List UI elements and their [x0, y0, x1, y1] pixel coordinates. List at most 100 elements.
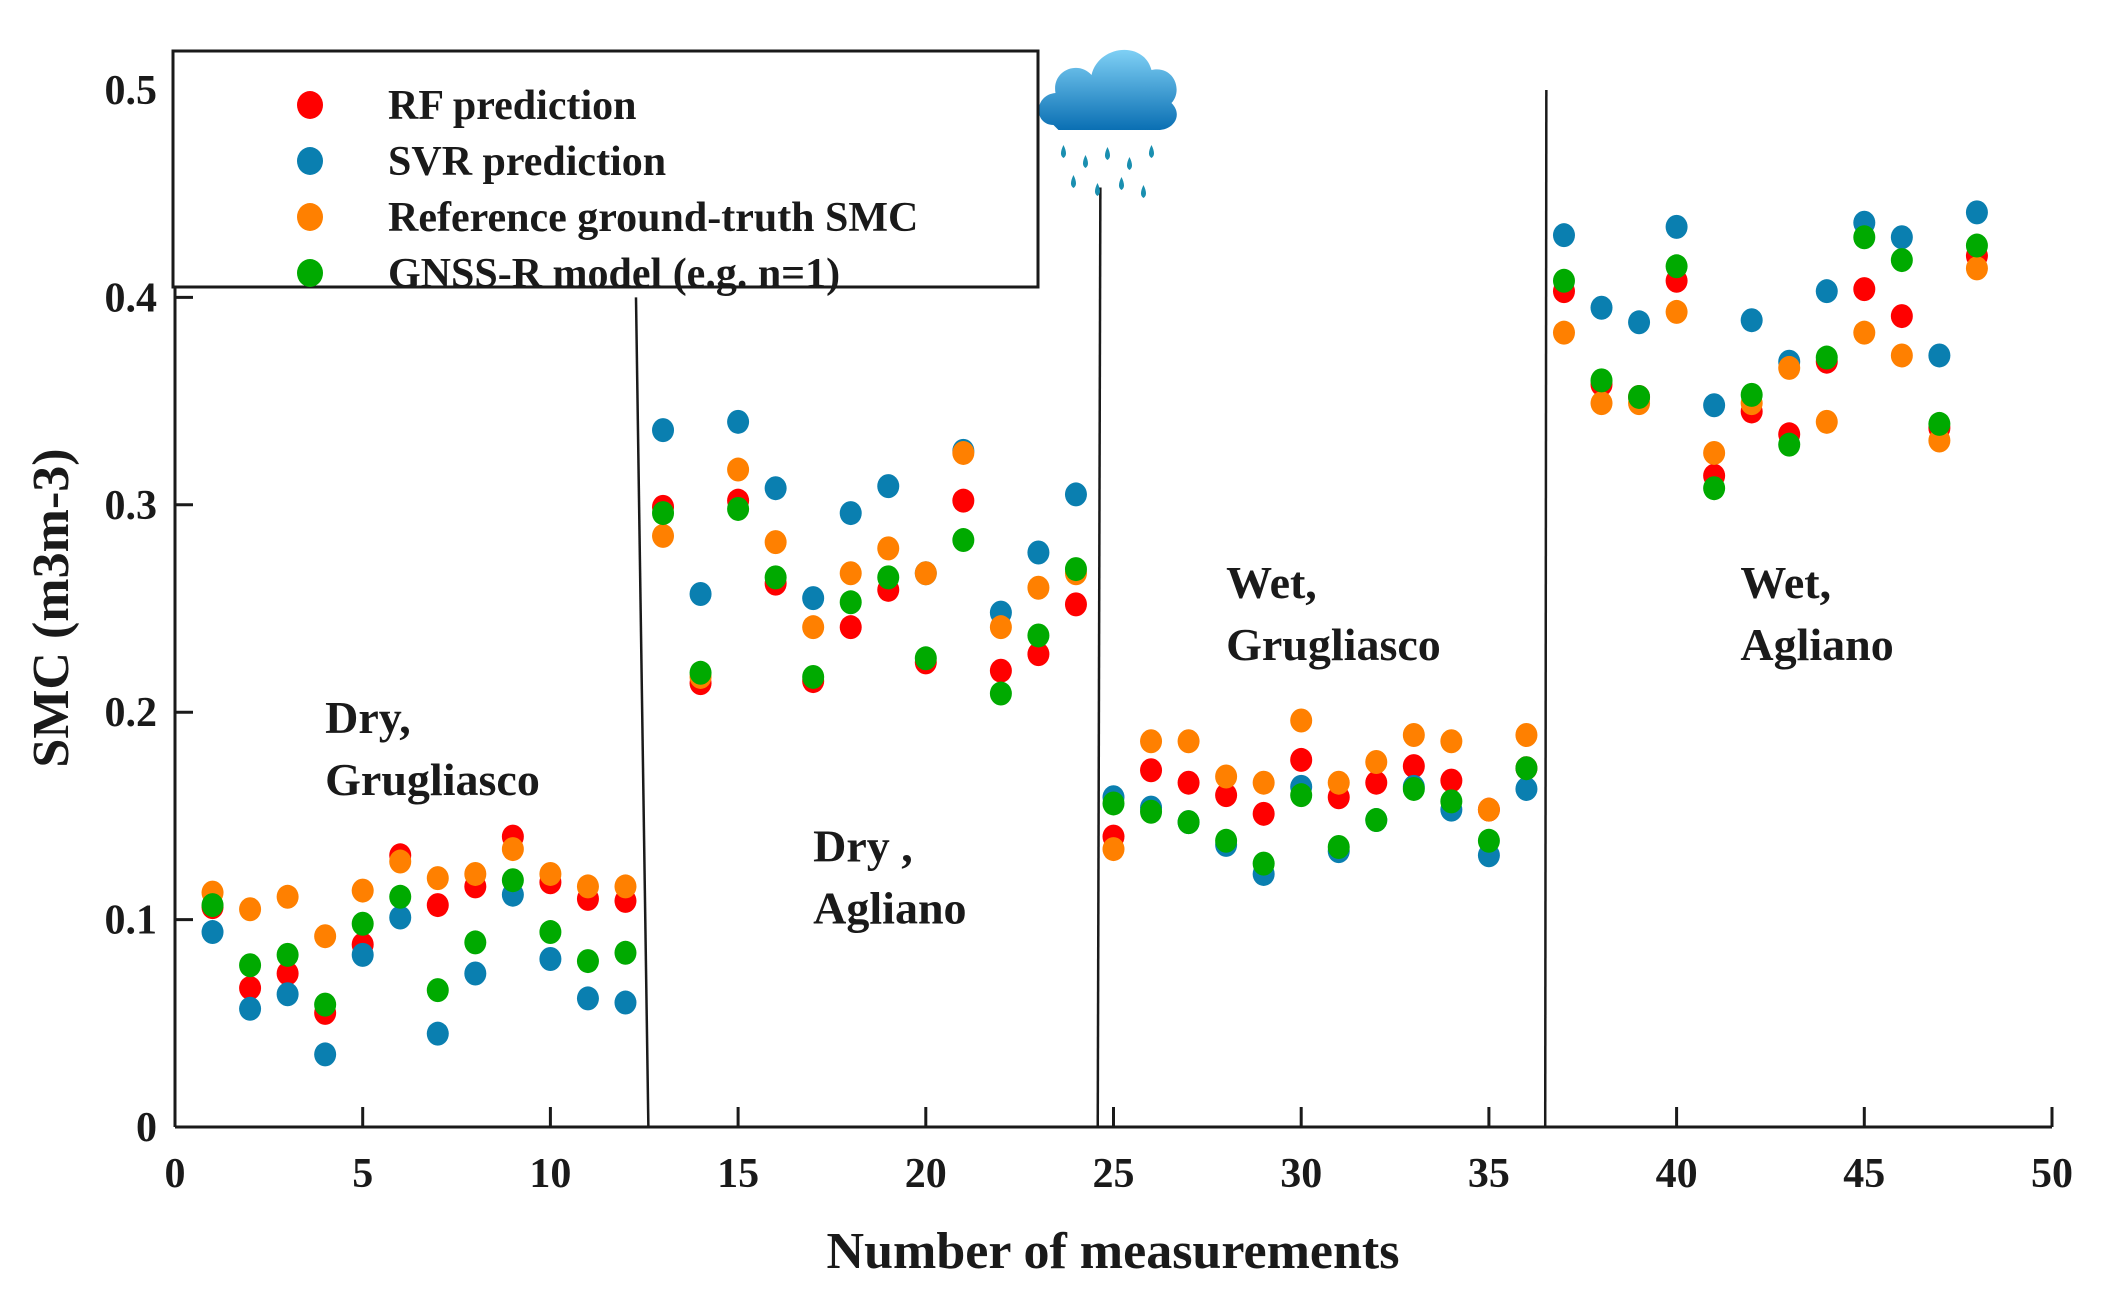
data-point: [314, 992, 337, 1017]
data-point: [839, 561, 862, 586]
data-point: [952, 488, 975, 513]
data-point: [1890, 343, 1913, 368]
data-point: [539, 920, 562, 945]
data-point: [614, 874, 637, 899]
data-point: [1552, 268, 1575, 293]
data-point: [1477, 828, 1500, 853]
x-tick-label: 0: [165, 1151, 186, 1197]
data-point: [1890, 248, 1913, 273]
data-point: [1778, 432, 1801, 457]
data-point: [877, 474, 900, 499]
raindrop: [1118, 177, 1124, 190]
data-point: [1440, 729, 1463, 754]
annotation-line: Dry,: [325, 692, 411, 743]
data-point: [652, 501, 675, 526]
data-point: [1590, 368, 1613, 393]
y-axis-label: SMC (m3m-3): [23, 448, 80, 767]
x-tick-label: 25: [1093, 1151, 1135, 1197]
data-point: [314, 924, 337, 949]
data-point: [989, 681, 1012, 706]
raindrop: [1104, 147, 1110, 160]
data-point: [351, 911, 374, 936]
legend-label: GNSS-R model (e.g. n=1): [388, 251, 840, 297]
data-point: [1365, 808, 1388, 833]
data-point: [1552, 223, 1575, 248]
data-point: [1290, 783, 1313, 808]
data-point: [802, 664, 825, 689]
data-point: [1928, 411, 1951, 436]
data-point: [727, 409, 750, 434]
data-point: [576, 949, 599, 974]
data-point: [1252, 851, 1275, 876]
data-point: [389, 849, 412, 874]
x-tick-label: 35: [1468, 1151, 1510, 1197]
data-point: [1665, 254, 1688, 279]
data-point: [1703, 440, 1726, 465]
data-point: [1665, 214, 1688, 239]
data-point: [839, 615, 862, 640]
data-point: [727, 496, 750, 521]
data-point: [877, 565, 900, 590]
data-point: [1027, 540, 1050, 565]
data-point: [1740, 308, 1763, 333]
data-point: [914, 561, 937, 586]
data-point: [952, 528, 975, 553]
data-point: [201, 893, 224, 918]
data-point: [1365, 749, 1388, 774]
legend-label: SVR prediction: [388, 139, 666, 185]
data-point: [464, 930, 487, 955]
data-point: [1402, 723, 1425, 748]
x-axis-label: Number of measurements: [827, 1223, 1400, 1280]
data-point: [1965, 233, 1988, 258]
data-point: [1815, 279, 1838, 304]
raindrop: [1094, 183, 1100, 196]
data-point: [1665, 299, 1688, 324]
data-point: [1778, 355, 1801, 380]
data-point: [539, 861, 562, 886]
legend-marker: [297, 91, 323, 119]
region-annotation: Wet, Agliano: [1740, 557, 1893, 670]
legend-marker: [297, 147, 323, 175]
legend-label: RF prediction: [388, 83, 637, 129]
data-point: [1064, 482, 1087, 507]
data-point: [276, 942, 299, 967]
raindrop: [1060, 145, 1066, 158]
data-point: [1215, 828, 1238, 853]
data-point: [652, 418, 675, 443]
data-point: [952, 440, 975, 465]
x-tick-label: 10: [529, 1151, 571, 1197]
data-point: [802, 586, 825, 611]
data-point: [1252, 770, 1275, 795]
data-point: [1102, 837, 1125, 862]
x-tick-label: 30: [1280, 1151, 1322, 1197]
data-point: [276, 982, 299, 1007]
data-point: [839, 501, 862, 526]
x-tick-label: 15: [717, 1151, 759, 1197]
data-point: [1703, 476, 1726, 501]
x-tick-label: 40: [1656, 1151, 1698, 1197]
data-point: [1102, 791, 1125, 816]
data-point: [1064, 557, 1087, 582]
data-point: [1027, 623, 1050, 648]
separator-line: [634, 297, 650, 1128]
region-annotation: Dry , Agliano: [813, 821, 966, 934]
x-tick-label: 5: [352, 1151, 373, 1197]
x-tick-label: 50: [2031, 1151, 2073, 1197]
data-point: [351, 942, 374, 967]
data-point: [1402, 754, 1425, 779]
annotation-line: Dry ,: [813, 821, 913, 872]
separator-line: [1543, 89, 1548, 1128]
data-point: [1290, 708, 1313, 733]
data-point: [1327, 770, 1350, 795]
data-point: [426, 866, 449, 891]
data-point: [1140, 799, 1163, 824]
data-point: [1215, 764, 1238, 789]
region-annotation: Wet, Grugliasco: [1226, 557, 1441, 670]
data-point: [1628, 384, 1651, 409]
annotation-line: Wet,: [1740, 557, 1831, 608]
data-point: [652, 523, 675, 548]
annotations: Dry, Grugliasco Dry , Agliano Wet, Grugliasco…: [325, 557, 1894, 933]
data-point: [1590, 295, 1613, 320]
cloud-body: [1038, 49, 1177, 130]
raindrop: [1148, 145, 1154, 158]
